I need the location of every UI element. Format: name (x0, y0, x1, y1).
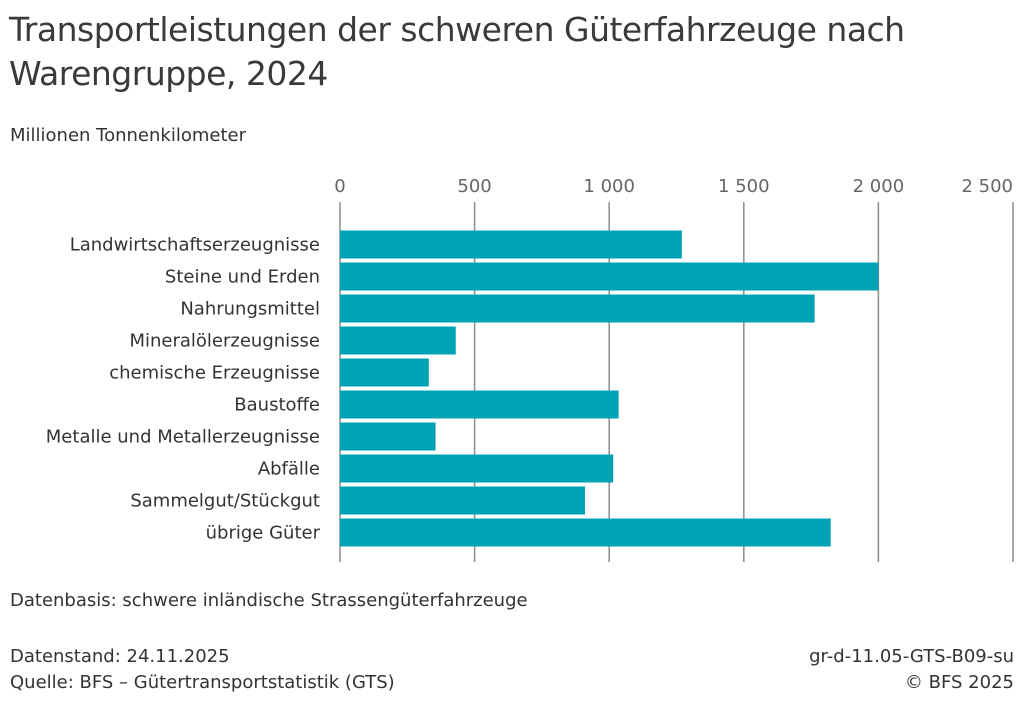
bar (340, 454, 614, 483)
chart-title: Transportleistungen der schweren Güterfa… (9, 10, 905, 93)
x-tick-label: 1 000 (583, 176, 635, 197)
footer-right: gr-d-11.05-GTS-B09-su © BFS 2025 (809, 644, 1014, 696)
bar (340, 358, 429, 387)
category-label: übrige Güter (206, 523, 321, 544)
category-label: Steine und Erden (165, 267, 320, 288)
category-label: Metalle und Metallerzeugnisse (46, 427, 320, 448)
category-label: Nahrungsmittel (180, 299, 320, 320)
graphic-code: gr-d-11.05-GTS-B09-su (809, 646, 1014, 667)
category-label: Abfälle (258, 459, 320, 480)
category-label: chemische Erzeugnisse (109, 363, 320, 384)
category-label: Landwirtschaftserzeugnisse (70, 235, 320, 256)
unit-label: Millionen Tonnenkilometer (10, 125, 246, 146)
bar (340, 262, 879, 291)
bar (340, 326, 456, 355)
bar (340, 294, 815, 323)
x-tick-label: 500 (457, 176, 491, 197)
bar (340, 230, 682, 259)
x-tick-label: 1 500 (718, 176, 770, 197)
x-tick-label: 2 000 (853, 176, 905, 197)
data-date: Datenstand: 24.11.2025 (10, 646, 230, 667)
x-tick-label: 0 (334, 176, 345, 197)
bar (340, 486, 585, 515)
bar-chart: 0 500 1 000 1 500 2 000 2 500 Landwirtschaftse… (46, 176, 1014, 562)
category-label: Mineralölerzeugnisse (129, 331, 320, 352)
bar (340, 422, 436, 451)
x-tick-label: 2 500 (961, 176, 1013, 197)
bar (340, 518, 831, 547)
category-label: Baustoffe (234, 395, 320, 416)
footer-left: Datenstand: 24.11.2025 Quelle: BFS – Güt… (10, 644, 395, 696)
bar (340, 390, 619, 419)
data-basis-note: Datenbasis: schwere inländische Strassen… (10, 590, 528, 611)
copyright: © BFS 2025 (904, 672, 1014, 693)
data-source: Quelle: BFS – Gütertransportstatistik (G… (10, 672, 395, 693)
category-label: Sammelgut/Stückgut (130, 491, 320, 512)
